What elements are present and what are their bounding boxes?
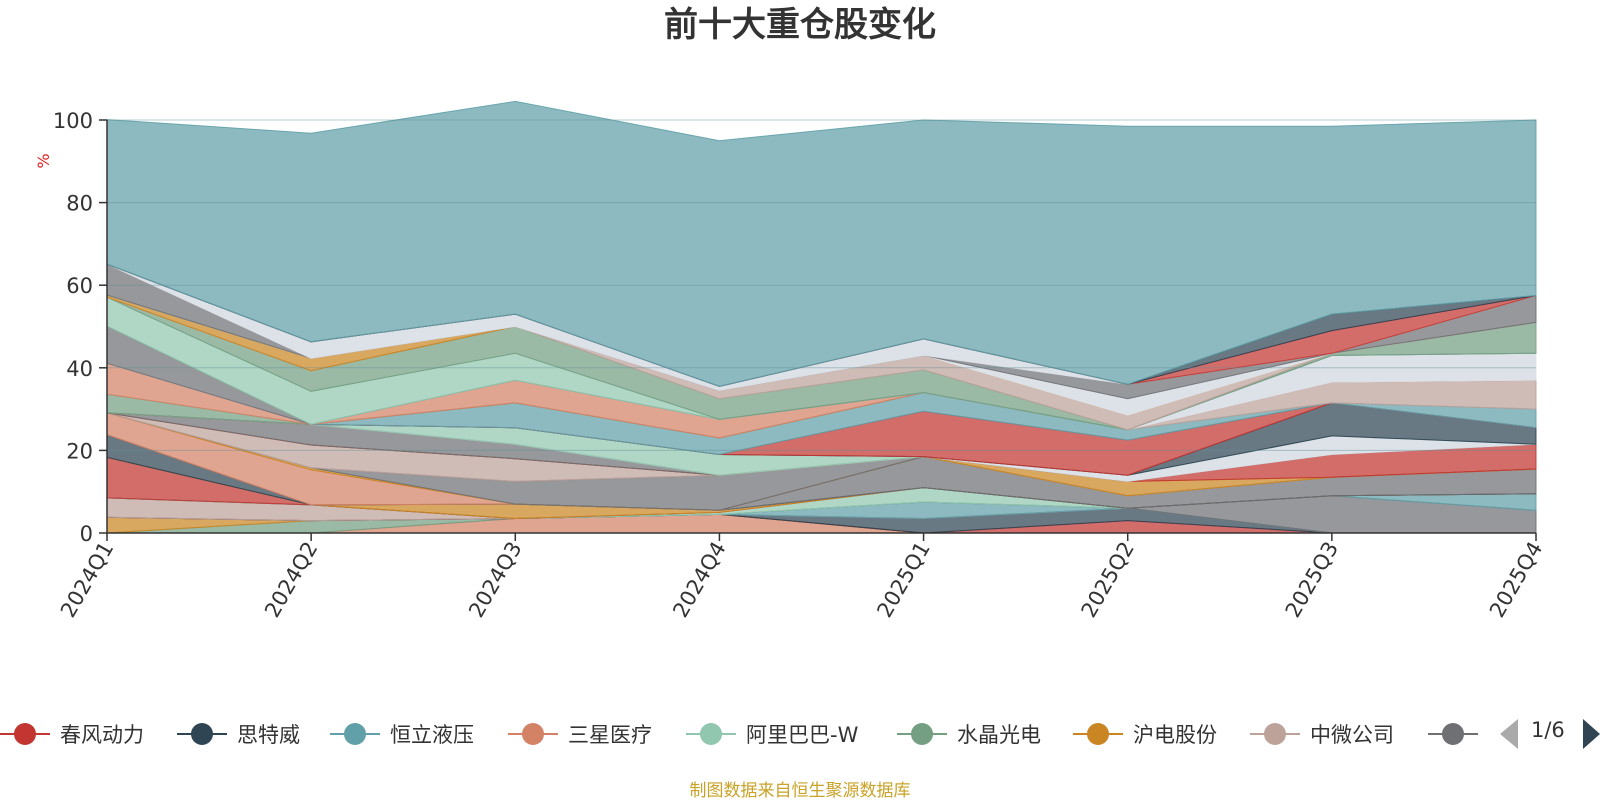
legend-item[interactable]: 恒立液压 — [330, 714, 474, 754]
legend-item[interactable]: 沪电股份 — [1073, 714, 1217, 754]
x-tick-label: 2025Q1 — [872, 538, 934, 622]
legend-item[interactable]: 春风动力 — [0, 714, 144, 754]
legend-marker-icon — [1073, 722, 1123, 746]
x-tick-label: 2025Q4 — [1485, 538, 1547, 622]
x-tick-label: 2024Q3 — [464, 538, 526, 622]
legend-item[interactable]: 中微公司 — [1250, 714, 1394, 754]
y-tick-label: 40 — [66, 357, 93, 381]
legend-marker-icon — [1428, 722, 1478, 746]
legend-marker-icon — [177, 722, 227, 746]
legend-dot-icon — [1087, 723, 1109, 745]
grid-lines — [107, 119, 1536, 451]
legend-label: 沪电股份 — [1133, 723, 1217, 747]
legend-item[interactable]: 三星医疗 — [508, 714, 652, 754]
y-tick-label: 80 — [66, 192, 93, 216]
legend-item[interactable]: 水晶光电 — [897, 714, 1041, 754]
legend-dot-icon — [14, 723, 36, 745]
legend-label: 水晶光电 — [957, 723, 1041, 747]
y-tick-label: 20 — [66, 439, 93, 463]
legend-dot-icon — [344, 723, 366, 745]
x-tick-label: 2025Q2 — [1077, 538, 1139, 622]
legend-item[interactable] — [1428, 714, 1478, 754]
legend-marker-icon — [686, 722, 736, 746]
source-note: 制图数据来自恒生聚源数据库 — [689, 781, 911, 801]
legend-label: 恒立液压 — [390, 723, 474, 747]
legend-label: 中微公司 — [1310, 723, 1394, 747]
legend-dot-icon — [1264, 723, 1286, 745]
legend-dot-icon — [522, 723, 544, 745]
y-axis-label: % — [34, 153, 53, 168]
legend-dot-icon — [191, 723, 213, 745]
legend-item[interactable]: 阿里巴巴-W — [686, 714, 858, 754]
y-tick-label: 60 — [66, 274, 93, 298]
legend-prev-page-arrow-icon[interactable] — [1500, 719, 1518, 749]
y-tick-label: 0 — [80, 522, 93, 546]
y-tick-label: 100 — [53, 109, 93, 133]
legend-label: 思特威 — [237, 723, 300, 747]
legend-label: 阿里巴巴-W — [746, 723, 859, 747]
legend-dot-icon — [1442, 723, 1464, 745]
legend-item[interactable]: 思特威 — [177, 714, 300, 754]
legend-marker-icon — [1250, 722, 1300, 746]
legend-marker-icon — [0, 722, 50, 746]
legend-label: 春风动力 — [60, 723, 144, 747]
area-layer-42 — [106, 100, 1537, 387]
x-tick-label: 2024Q4 — [668, 538, 730, 622]
legend-page-indicator: 1/6 — [1531, 718, 1565, 742]
legend-marker-icon — [897, 722, 947, 746]
legend-dot-icon — [911, 723, 933, 745]
legend-label: 三星医疗 — [568, 723, 652, 747]
legend-dot-icon — [700, 723, 722, 745]
legend-marker-icon — [508, 722, 558, 746]
area-layers — [106, 100, 1537, 534]
x-tick-label: 2024Q2 — [260, 538, 322, 622]
legend: 春风动力 思特威 恒立液压 三星医疗 阿里巴巴-W 水晶光电 沪电股份 中微公司 — [0, 714, 1600, 754]
x-tick-label: 2024Q1 — [56, 538, 118, 622]
legend-marker-icon — [330, 722, 380, 746]
x-tick-label: 2025Q3 — [1281, 538, 1343, 622]
chart-title: 前十大重仓股变化 — [664, 5, 936, 45]
legend-next-page-arrow-icon[interactable] — [1583, 719, 1600, 749]
